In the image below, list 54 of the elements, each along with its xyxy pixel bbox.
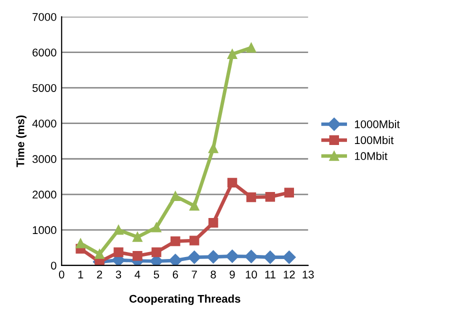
legend-label: 1000Mbit (354, 120, 400, 128)
point (208, 143, 218, 154)
x-tick-label: 7 (192, 270, 197, 278)
point (168, 254, 182, 266)
point (282, 250, 296, 264)
x-tick-label: 0 (58, 270, 64, 278)
point (264, 250, 277, 264)
point (227, 49, 238, 59)
point (132, 232, 142, 242)
x-tick-label: 3 (116, 270, 122, 278)
y-tick-label: 2000 (32, 190, 56, 199)
x-tick-label: 8 (210, 270, 216, 278)
x-tick-label: 10 (246, 270, 257, 278)
x-axis-title: Cooperating Threads (129, 294, 240, 305)
point (208, 218, 218, 228)
point (226, 250, 239, 263)
legend-label: 100Mbit (354, 136, 394, 144)
point (206, 250, 220, 264)
point (152, 222, 162, 232)
y-tick-label: 4000 (32, 120, 56, 128)
point (189, 236, 200, 246)
point (189, 200, 200, 211)
point (132, 250, 142, 261)
point (94, 249, 104, 259)
x-tick-label: 2 (97, 270, 102, 278)
y-axis-title: Time (ms) (16, 116, 26, 168)
point (114, 225, 124, 235)
y-tick-label: 1000 (32, 226, 56, 234)
point (227, 178, 238, 188)
y-tick-label: 6000 (32, 48, 56, 56)
x-tick-label: 1 (78, 270, 84, 278)
x-tick-label: 5 (154, 270, 160, 278)
point (170, 236, 180, 246)
point (188, 250, 201, 264)
y-tick-label: 0 (51, 262, 56, 270)
point (152, 247, 162, 258)
point (170, 191, 180, 202)
point (76, 238, 86, 248)
x-tick-label: 6 (172, 270, 178, 278)
y-tick-label: 5000 (32, 84, 56, 92)
point (246, 42, 256, 53)
y-tick-label: 3000 (32, 155, 56, 164)
point (114, 247, 124, 258)
y-tick-label: 7000 (32, 13, 56, 21)
x-tick-label: 11 (265, 270, 276, 278)
x-tick-label: 9 (230, 270, 235, 278)
point (246, 192, 256, 202)
x-tick-label: 4 (134, 270, 140, 278)
point (244, 250, 258, 264)
x-tick-label: 12 (284, 270, 295, 278)
x-tick-label: 13 (302, 270, 314, 278)
point (284, 188, 294, 198)
legend-label: 10Mbit (354, 152, 388, 160)
point (265, 192, 276, 202)
